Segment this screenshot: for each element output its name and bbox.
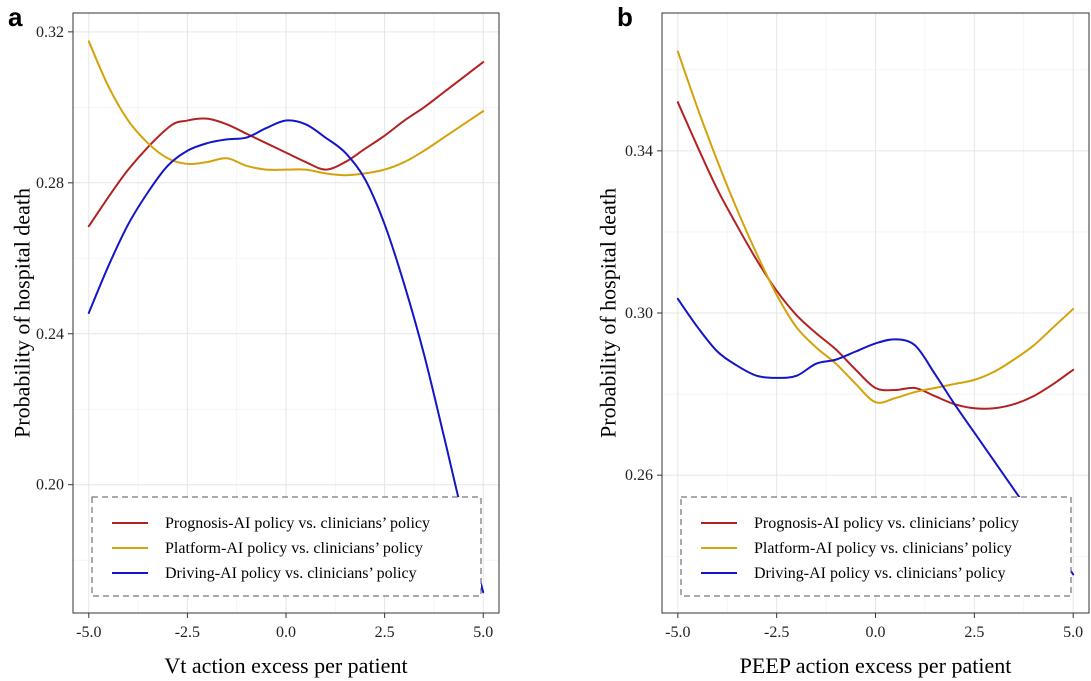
- series-line-1: [87, 40, 485, 177]
- panel-b-x-axis-title: PEEP action excess per patient: [740, 653, 1012, 678]
- y-tick-label: 0.24: [36, 326, 64, 343]
- panel-a-chart: a Prognosis-AI policy vs. clinicians’ po…: [8, 2, 500, 678]
- x-tick-label: 5.0: [473, 624, 493, 641]
- legend-label: Driving-AI policy vs. clinicians’ policy: [165, 565, 417, 582]
- panel-b-chart: b Prognosis-AI policy vs. clinicians’ po…: [596, 2, 1090, 678]
- x-tick-label: 2.5: [375, 624, 395, 641]
- panel-a-ticks: -5.0 -2.5 0.0 2.5 5.0 0.20 0.24 0.28 0.32: [36, 24, 493, 641]
- y-tick-label: 0.34: [625, 143, 653, 160]
- panel-b-label: b: [617, 2, 633, 32]
- x-tick-label: -5.0: [76, 624, 101, 641]
- series-line-0: [87, 61, 485, 228]
- panel-b-y-axis-title: Probability of hospital death: [596, 188, 621, 438]
- legend-label: Platform-AI policy vs. clinicians’ polic…: [165, 540, 423, 557]
- x-tick-label: 0.0: [866, 624, 886, 641]
- x-tick-label: 2.5: [964, 624, 984, 641]
- panel-a-y-axis-title: Probability of hospital death: [10, 188, 35, 438]
- legend-label: Platform-AI policy vs. clinicians’ polic…: [754, 540, 1012, 557]
- x-tick-label: -5.0: [665, 624, 690, 641]
- x-tick-label: -2.5: [764, 624, 789, 641]
- legend-label: Prognosis-AI policy vs. clinicians’ poli…: [165, 515, 430, 532]
- legend-label: Prognosis-AI policy vs. clinicians’ poli…: [754, 515, 1019, 532]
- legend-box: [91, 496, 482, 597]
- panel-a-label: a: [8, 2, 23, 32]
- panel-b-series: [676, 50, 1075, 576]
- panel-b-ticks: -5.0 -2.5 0.0 2.5 5.0 0.26 0.30 0.34: [625, 143, 1083, 641]
- y-tick-label: 0.20: [36, 477, 64, 494]
- panel-a-series: [87, 40, 485, 594]
- panel-a-x-axis-title: Vt action excess per patient: [164, 653, 407, 678]
- panel-a-grid: [73, 13, 499, 613]
- y-tick-label: 0.32: [36, 24, 64, 41]
- legend-box: [680, 496, 1072, 597]
- y-tick-label: 0.28: [36, 175, 64, 192]
- series-line-2: [87, 119, 485, 594]
- series-line-0: [676, 101, 1075, 410]
- legend-label: Driving-AI policy vs. clinicians’ policy: [754, 565, 1006, 582]
- series-line-2: [676, 297, 1075, 576]
- x-tick-label: -2.5: [175, 624, 200, 641]
- x-tick-label: 5.0: [1063, 624, 1083, 641]
- panel-b-legend: Prognosis-AI policy vs. clinicians’ poli…: [680, 496, 1072, 597]
- y-tick-label: 0.26: [625, 467, 653, 484]
- y-tick-label: 0.30: [625, 305, 653, 322]
- x-tick-label: 0.0: [276, 624, 296, 641]
- series-line-1: [676, 50, 1075, 404]
- panel-a-legend: Prognosis-AI policy vs. clinicians’ poli…: [91, 496, 482, 597]
